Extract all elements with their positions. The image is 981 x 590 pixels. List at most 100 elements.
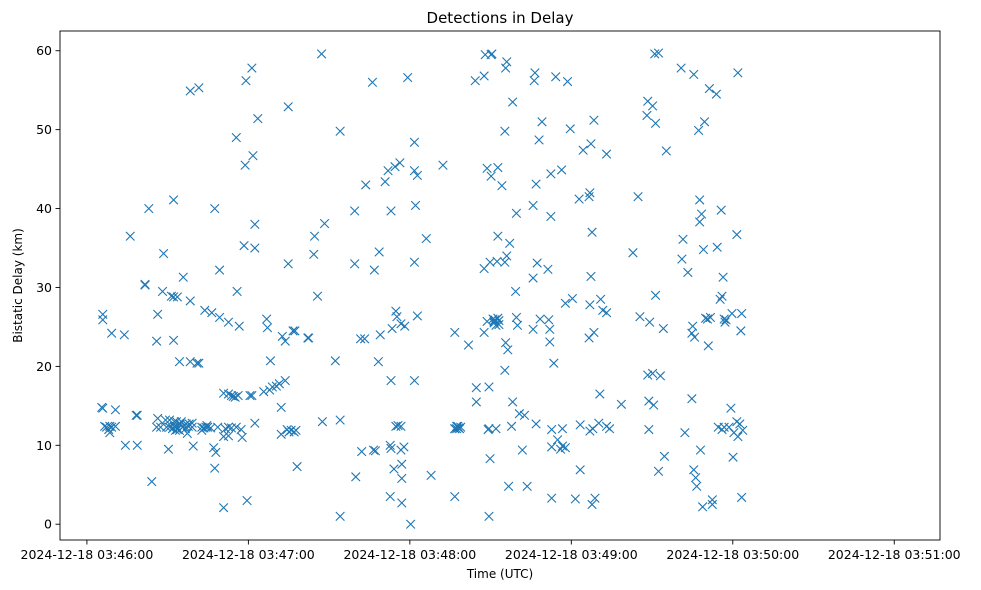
data-point-250 (504, 238, 515, 248)
data-point-209 (463, 340, 474, 350)
data-point-141 (309, 231, 320, 241)
data-point-82 (214, 265, 225, 275)
data-point-107 (245, 390, 255, 401)
data-point-340 (659, 451, 670, 462)
data-point-178 (395, 158, 405, 168)
data-point-243 (500, 365, 510, 376)
data-point-26 (152, 309, 163, 319)
y-tick-label-1: 10 (36, 438, 52, 453)
data-point-316 (601, 308, 612, 318)
data-point-165 (383, 165, 393, 176)
data-point-193 (410, 200, 421, 211)
data-point-242 (500, 257, 510, 267)
data-point-28 (157, 286, 168, 297)
data-point-314 (595, 294, 606, 304)
data-point-252 (507, 97, 518, 107)
data-point-37 (168, 195, 179, 205)
data-point-253 (507, 397, 518, 407)
data-point-281 (546, 493, 557, 503)
data-point-154 (356, 446, 367, 457)
data-point-388 (732, 229, 742, 240)
data-point-176 (392, 311, 402, 322)
data-point-9 (106, 422, 117, 432)
data-point-91 (223, 317, 234, 327)
data-point-365 (703, 341, 713, 351)
data-point-47 (174, 356, 185, 367)
data-point-354 (692, 481, 702, 492)
data-point-190 (409, 137, 420, 147)
data-point-31 (161, 422, 172, 432)
data-point-187 (403, 72, 413, 83)
data-point-12 (110, 421, 121, 432)
data-point-282 (549, 358, 559, 368)
data-point-122 (274, 379, 285, 389)
x-tick-label-4: 2024-12-18 03:50:00 (666, 547, 799, 562)
data-point-279 (546, 424, 557, 435)
data-point-123 (276, 402, 286, 413)
data-point-395 (738, 425, 748, 435)
data-point-185 (399, 442, 409, 452)
data-point-333 (650, 49, 660, 59)
data-point-369 (707, 499, 718, 510)
data-point-311 (590, 493, 600, 503)
data-point-39 (168, 335, 179, 346)
data-point-105 (241, 76, 251, 86)
data-point-380 (720, 317, 730, 327)
data-point-67 (194, 83, 204, 93)
data-point-283 (551, 72, 561, 82)
data-point-334 (650, 290, 661, 301)
data-point-184 (397, 498, 407, 508)
y-tick-label-0: 0 (44, 517, 52, 532)
y-tick-label-3: 30 (36, 280, 52, 295)
data-point-98 (232, 286, 242, 297)
data-point-291 (562, 76, 573, 87)
data-point-353 (690, 472, 701, 483)
data-point-188 (405, 519, 416, 529)
y-tick-label-2: 20 (36, 359, 52, 374)
data-point-362 (699, 117, 710, 127)
x-tick-label-3: 2024-12-18 03:49:00 (505, 547, 638, 562)
data-point-38 (168, 292, 179, 302)
data-point-223 (485, 454, 495, 464)
data-point-1 (98, 315, 108, 325)
data-point-387 (733, 68, 743, 78)
data-point-287 (557, 441, 568, 451)
data-point-371 (712, 242, 722, 252)
data-point-254 (510, 286, 521, 297)
data-point-321 (628, 248, 638, 258)
data-point-106 (242, 495, 252, 506)
data-point-23 (151, 336, 162, 346)
data-point-24 (151, 422, 162, 432)
data-point-266 (530, 68, 540, 78)
data-point-385 (728, 452, 738, 462)
data-point-25 (152, 413, 163, 424)
data-point-267 (531, 179, 541, 189)
data-point-331 (647, 368, 658, 379)
data-point-117 (262, 323, 273, 333)
data-point-296 (575, 420, 585, 430)
data-point-32 (163, 444, 174, 454)
data-point-66 (194, 358, 204, 368)
data-point-114 (253, 113, 263, 124)
data-point-361 (698, 244, 709, 255)
data-point-246 (502, 57, 512, 67)
data-point-197 (426, 470, 436, 480)
data-point-341 (661, 146, 672, 156)
data-point-393 (736, 492, 747, 503)
data-point-138 (303, 333, 313, 343)
data-point-273 (543, 264, 553, 275)
data-point-125 (277, 331, 287, 342)
data-point-350 (689, 69, 699, 80)
data-point-344 (678, 234, 688, 245)
data-point-142 (312, 291, 323, 301)
data-point-269 (532, 258, 542, 268)
data-point-286 (556, 165, 567, 175)
data-point-95 (230, 392, 240, 402)
data-point-136 (291, 425, 301, 435)
data-point-83 (214, 312, 225, 323)
data-point-309 (589, 115, 599, 125)
data-point-116 (261, 314, 272, 324)
x-tick-label-2: 2024-12-18 03:48:00 (343, 547, 476, 562)
data-point-379 (719, 422, 729, 432)
data-point-79 (210, 463, 220, 473)
